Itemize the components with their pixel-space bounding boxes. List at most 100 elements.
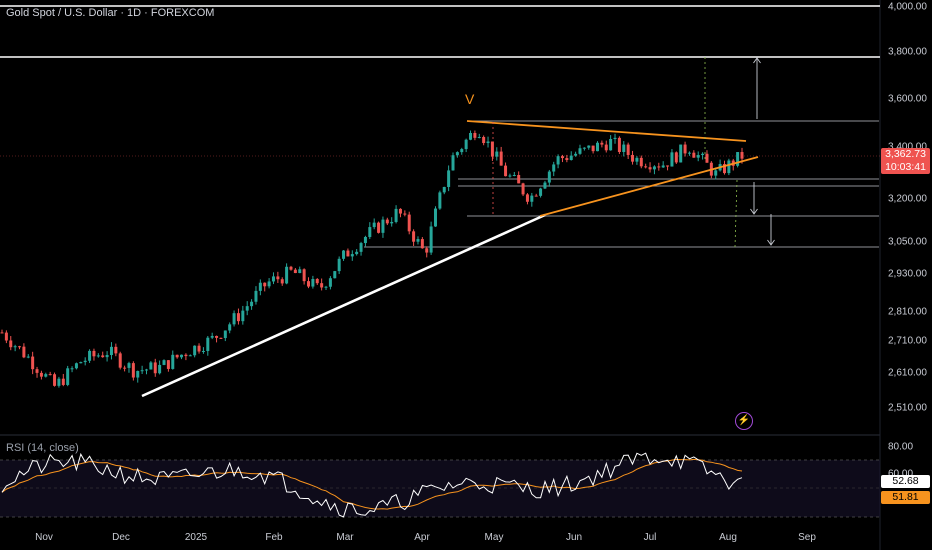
candle-body (153, 362, 157, 374)
candle-body (35, 369, 39, 373)
candle-body (114, 346, 118, 354)
candle-body (79, 362, 83, 364)
candle-body (407, 214, 411, 232)
x-tick-label: Apr (414, 532, 430, 543)
candle-body (140, 370, 144, 372)
candle-body (267, 281, 271, 287)
candle-body (328, 278, 332, 287)
candle-body (394, 208, 398, 222)
y-tick-label: 4,000.00 (888, 2, 927, 13)
candle-body (228, 324, 232, 331)
candle-body (613, 137, 617, 139)
candle-body (232, 313, 236, 325)
candle-body (517, 174, 521, 184)
candle-body (210, 335, 214, 338)
candle-body (333, 271, 337, 279)
candle-body (460, 149, 464, 153)
candle-body (692, 152, 696, 158)
rsi-tick-label: 80.00 (888, 442, 913, 453)
candle-body (0, 332, 4, 334)
candle-body (263, 282, 267, 287)
candle-body (639, 157, 643, 167)
candle-body (547, 171, 551, 183)
wedge-resistance-line (466, 120, 747, 142)
candle-body (13, 346, 17, 348)
candle-body (245, 306, 249, 311)
candle-body (482, 137, 486, 144)
symbol-legend[interactable]: Gold Spot / U.S. Dollar · 1D · FOREXCOM (6, 7, 215, 19)
target-arrow-down-head (767, 239, 775, 246)
candle-body (271, 276, 275, 282)
candle-body (447, 170, 451, 187)
candle-body (420, 239, 424, 249)
candle-body (123, 367, 127, 369)
candle-body (543, 182, 547, 189)
candle-body (9, 340, 13, 348)
candle-body (324, 286, 328, 288)
candle-body (661, 165, 665, 168)
candle-body (26, 356, 30, 358)
x-tick-label: Nov (35, 532, 53, 543)
candle-body (534, 195, 538, 197)
y-tick-label: 2,610.00 (888, 368, 927, 379)
candle-body (617, 137, 621, 152)
rsi-ma-value-tag: 51.81 (881, 491, 930, 504)
candle-body (442, 186, 446, 193)
candle-body (464, 139, 468, 150)
candle-body (740, 152, 744, 159)
rsi-tick-label: 60.00 (888, 469, 913, 480)
candle-body (127, 363, 131, 368)
candle-body (626, 144, 630, 155)
pattern-label: V (465, 91, 475, 107)
candle-body (569, 155, 573, 161)
candle-body (96, 355, 100, 357)
candle-body (451, 155, 455, 171)
candle-body (596, 142, 600, 152)
candle-body (425, 248, 429, 253)
candle-body (687, 152, 691, 154)
candle-body (473, 133, 477, 138)
y-tick-label: 3,800.00 (888, 47, 927, 58)
lightning-icon[interactable]: ⚡ (735, 412, 753, 430)
candle-body (499, 151, 503, 166)
candle-body (521, 183, 525, 195)
y-tick-label: 3,400.00 (888, 142, 927, 153)
candle-body (705, 153, 709, 163)
candle-body (486, 141, 490, 144)
candle-body (193, 345, 197, 356)
candle-body (508, 175, 512, 177)
candle-body (342, 250, 346, 259)
rsi-legend[interactable]: RSI (14, close) (6, 442, 79, 454)
x-tick-label: May (485, 532, 504, 543)
rsi-line (1, 452, 743, 518)
candle-body (670, 152, 674, 167)
candle-body (455, 152, 459, 156)
candle-body (722, 164, 726, 174)
candle-body (276, 276, 280, 280)
candle-body (372, 222, 376, 228)
candle-body (736, 152, 740, 166)
candle-body (504, 165, 508, 177)
x-tick-label: Sep (798, 532, 816, 543)
wedge-support-line (539, 156, 759, 217)
candle-body (31, 356, 35, 370)
rsi-value-tag: 52.68 (881, 475, 930, 488)
candle-body (429, 226, 433, 253)
candle-body (236, 313, 240, 322)
candle-body (600, 142, 604, 145)
candle-body (144, 369, 148, 371)
candle-body (315, 278, 319, 284)
x-tick-label: Mar (336, 532, 354, 543)
candle-body (477, 137, 481, 139)
candle-body (219, 337, 223, 339)
candle-body (53, 374, 57, 386)
y-tick-label: 2,510.00 (888, 403, 927, 414)
candle-body (44, 374, 48, 377)
candle-body (652, 166, 656, 170)
last-price-tag: 3,362.73 10:03:41 (881, 148, 930, 174)
candle-body (74, 363, 78, 369)
candle-body (337, 258, 341, 272)
candle-body (175, 354, 179, 358)
